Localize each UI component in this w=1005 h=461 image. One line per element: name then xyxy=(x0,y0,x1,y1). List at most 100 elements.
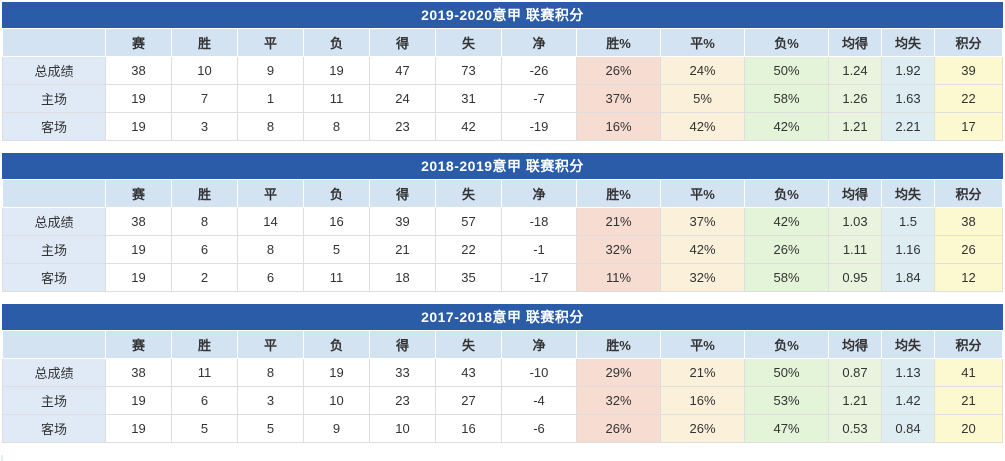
table-row: 主场 19 6 8 5 21 22 -1 32% 42% 26% 1.11 1.16 26 xyxy=(2,235,1003,264)
column-header: 胜% xyxy=(576,28,661,57)
cell-goal-diff: -1 xyxy=(501,235,577,264)
column-header: 负 xyxy=(303,179,370,208)
cell-draw-pct: 32% xyxy=(660,263,745,292)
column-header: 净 xyxy=(501,28,577,57)
cell-matches: 19 xyxy=(105,386,172,415)
header-row: 赛胜平负得失净胜% 平% 负% 均得 均失 积分 xyxy=(2,330,1003,359)
cell-win-pct: 26% xyxy=(576,56,661,85)
table-row: 主场 19 6 3 10 23 27 -4 32% 16% 53% 1.21 1.42 21 xyxy=(2,386,1003,415)
cell-goals-against: 57 xyxy=(435,207,502,236)
column-header: 得 xyxy=(369,28,436,57)
column-header: 积分 xyxy=(934,28,1003,57)
cell-points: 39 xyxy=(934,56,1003,85)
cell-draws: 3 xyxy=(237,386,304,415)
cell-loss-pct: 42% xyxy=(744,207,829,236)
cell-avg-goals-against: 1.42 xyxy=(881,386,935,415)
cell-wins: 2 xyxy=(171,263,238,292)
column-header: 净 xyxy=(501,179,577,208)
cell-points: 17 xyxy=(934,112,1003,141)
table-row: 客场 19 5 5 9 10 16 -6 26% 26% 47% 0.53 0.84 20 xyxy=(2,414,1003,443)
cell-loss-pct: 26% xyxy=(744,235,829,264)
column-header: 积分 xyxy=(934,330,1003,359)
cell-losses: 5 xyxy=(303,235,370,264)
cell-matches: 19 xyxy=(105,112,172,141)
cell-goals-against: 27 xyxy=(435,386,502,415)
cell-points: 20 xyxy=(934,414,1003,443)
column-header: 均失 xyxy=(881,179,935,208)
stats-table: 赛胜平负得失净胜% 平% 负% 均得 均失 积分 总成绩 38 11 8 19 33 43 -10 29% 2… xyxy=(2,330,1003,443)
stats-table: 赛胜平负得失净胜% 平% 负% 均得 均失 积分 总成绩 38 8 14 16 39 57 -18 21% 3… xyxy=(2,179,1003,292)
cell-goals-against: 73 xyxy=(435,56,502,85)
cell-avg-goals-against: 2.21 xyxy=(881,112,935,141)
column-header: 失 xyxy=(435,28,502,57)
cell-win-pct: 37% xyxy=(576,84,661,113)
cell-draw-pct: 37% xyxy=(660,207,745,236)
row-label: 总成绩 xyxy=(2,207,106,236)
header-row: 赛胜平负得失净胜% 平% 负% 均得 均失 积分 xyxy=(2,179,1003,208)
cell-avg-goals-for: 1.21 xyxy=(828,386,882,415)
cell-goals-for: 23 xyxy=(369,112,436,141)
column-header: 赛 xyxy=(105,330,172,359)
cell-points: 38 xyxy=(934,207,1003,236)
cell-avg-goals-against: 0.84 xyxy=(881,414,935,443)
cell-avg-goals-for: 0.53 xyxy=(828,414,882,443)
column-header: 胜 xyxy=(171,330,238,359)
cell-matches: 19 xyxy=(105,263,172,292)
cell-goals-against: 35 xyxy=(435,263,502,292)
cell-points: 21 xyxy=(934,386,1003,415)
cell-loss-pct: 53% xyxy=(744,386,829,415)
cell-goals-for: 23 xyxy=(369,386,436,415)
cell-goals-against: 43 xyxy=(435,358,502,387)
table-row: 主场 19 7 1 11 24 31 -7 37% 5% 58% 1.26 1.63 22 xyxy=(2,84,1003,113)
cell-matches: 38 xyxy=(105,207,172,236)
cell-draws: 1 xyxy=(237,84,304,113)
column-header-blank xyxy=(2,179,106,208)
cell-avg-goals-against: 1.63 xyxy=(881,84,935,113)
cell-wins: 5 xyxy=(171,414,238,443)
column-header: 平 xyxy=(237,179,304,208)
cell-draws: 8 xyxy=(237,358,304,387)
cell-avg-goals-for: 1.26 xyxy=(828,84,882,113)
cell-goals-for: 39 xyxy=(369,207,436,236)
cell-goal-diff: -6 xyxy=(501,414,577,443)
cell-draw-pct: 5% xyxy=(660,84,745,113)
cell-draw-pct: 26% xyxy=(660,414,745,443)
cell-draws: 8 xyxy=(237,235,304,264)
column-header: 平 xyxy=(237,28,304,57)
column-header: 均得 xyxy=(828,330,882,359)
row-label: 客场 xyxy=(2,112,106,141)
column-header: 平% xyxy=(660,28,745,57)
column-header: 胜 xyxy=(171,179,238,208)
table-row: 总成绩 38 10 9 19 47 73 -26 26% 24% 50% 1.24 1.92 39 xyxy=(2,56,1003,85)
cell-draw-pct: 16% xyxy=(660,386,745,415)
column-header: 失 xyxy=(435,179,502,208)
cell-avg-goals-against: 1.84 xyxy=(881,263,935,292)
cell-draw-pct: 24% xyxy=(660,56,745,85)
column-header: 赛 xyxy=(105,28,172,57)
cell-points: 22 xyxy=(934,84,1003,113)
row-label: 总成绩 xyxy=(2,358,106,387)
column-header: 均得 xyxy=(828,179,882,208)
cell-avg-goals-for: 0.87 xyxy=(828,358,882,387)
table-row: 客场 19 3 8 8 23 42 -19 16% 42% 42% 1.21 2.21 17 xyxy=(2,112,1003,141)
cell-goals-against: 22 xyxy=(435,235,502,264)
column-header: 得 xyxy=(369,330,436,359)
cell-losses: 19 xyxy=(303,56,370,85)
cell-wins: 11 xyxy=(171,358,238,387)
cell-goals-for: 18 xyxy=(369,263,436,292)
column-header: 胜% xyxy=(576,330,661,359)
cell-draws: 14 xyxy=(237,207,304,236)
cell-draws: 5 xyxy=(237,414,304,443)
column-header: 负 xyxy=(303,330,370,359)
column-header: 平% xyxy=(660,330,745,359)
cell-goals-against: 16 xyxy=(435,414,502,443)
column-header: 得 xyxy=(369,179,436,208)
column-header: 赛 xyxy=(105,179,172,208)
row-label: 主场 xyxy=(2,386,106,415)
cell-points: 41 xyxy=(934,358,1003,387)
cell-wins: 10 xyxy=(171,56,238,85)
cell-matches: 38 xyxy=(105,56,172,85)
stats-table: 赛胜平负得失净胜% 平% 负% 均得 均失 积分 总成绩 38 10 9 19 47 73 -26 26% 2… xyxy=(2,28,1003,141)
cell-avg-goals-for: 1.24 xyxy=(828,56,882,85)
